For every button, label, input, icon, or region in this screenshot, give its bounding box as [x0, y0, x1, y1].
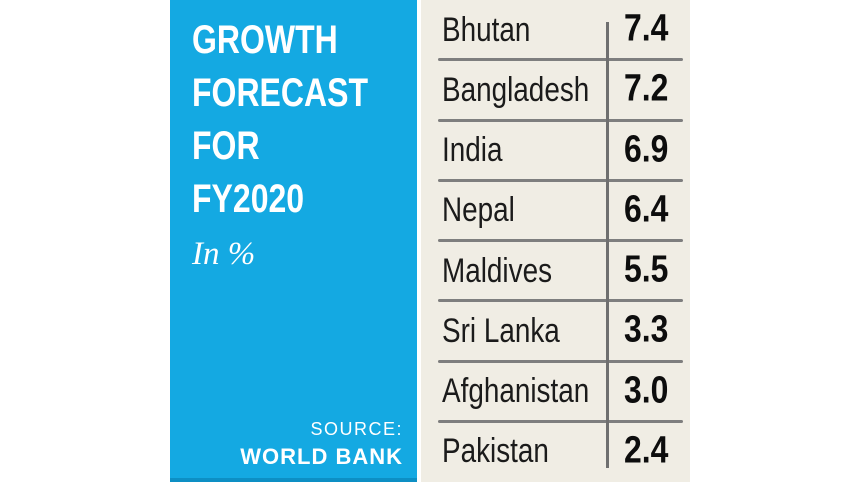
chart-unit-label: In % [192, 236, 256, 272]
growth-value: 7.4 [624, 7, 669, 50]
growth-value: 2.4 [624, 429, 669, 472]
country-label: Nepal [442, 191, 515, 230]
growth-value: 5.5 [624, 248, 669, 291]
table-column-divider [606, 22, 609, 468]
growth-value: 6.4 [624, 188, 669, 231]
table-row: Sri Lanka 3.3 [421, 301, 690, 363]
data-table: Bhutan 7.4 Bangladesh 7.2 India 6.9 Nepa… [421, 0, 690, 482]
chart-title-line-2: FORECAST [192, 71, 368, 115]
country-label: Pakistan [442, 432, 549, 471]
country-label: Maldives [442, 251, 553, 290]
table-row: India 6.9 [421, 121, 690, 183]
table-row: Nepal 6.4 [421, 181, 690, 243]
country-label: India [442, 131, 503, 170]
table-row: Pakistan 2.4 [421, 422, 690, 482]
table-row: Maldives 5.5 [421, 241, 690, 303]
source-name: WORLD BANK [240, 444, 403, 469]
chart-title-line-1: GROWTH [192, 18, 338, 62]
source-attribution: SOURCE: WORLD BANK [240, 419, 403, 470]
source-label: SOURCE: [310, 419, 403, 439]
growth-value: 3.3 [624, 309, 669, 352]
table-row: Bhutan 7.4 [421, 0, 690, 62]
table-rows: Bhutan 7.4 Bangladesh 7.2 India 6.9 Nepa… [421, 0, 690, 482]
country-label: Afghanistan [442, 372, 590, 411]
growth-value: 3.0 [624, 369, 669, 412]
growth-value: 7.2 [624, 68, 669, 111]
country-label: Bangladesh [442, 70, 590, 109]
table-row: Bangladesh 7.2 [421, 60, 690, 122]
growth-value: 6.9 [624, 128, 669, 171]
chart-title-line-4: FY2020 [192, 177, 305, 221]
country-label: Bhutan [442, 10, 531, 49]
title-panel: GROWTH FORECAST FOR FY2020 In % SOURCE: … [170, 0, 417, 482]
chart-title: GROWTH FORECAST FOR FY2020 [192, 14, 368, 226]
table-row: Afghanistan 3.0 [421, 362, 690, 424]
country-label: Sri Lanka [442, 311, 560, 350]
chart-title-line-3: FOR [192, 124, 260, 168]
